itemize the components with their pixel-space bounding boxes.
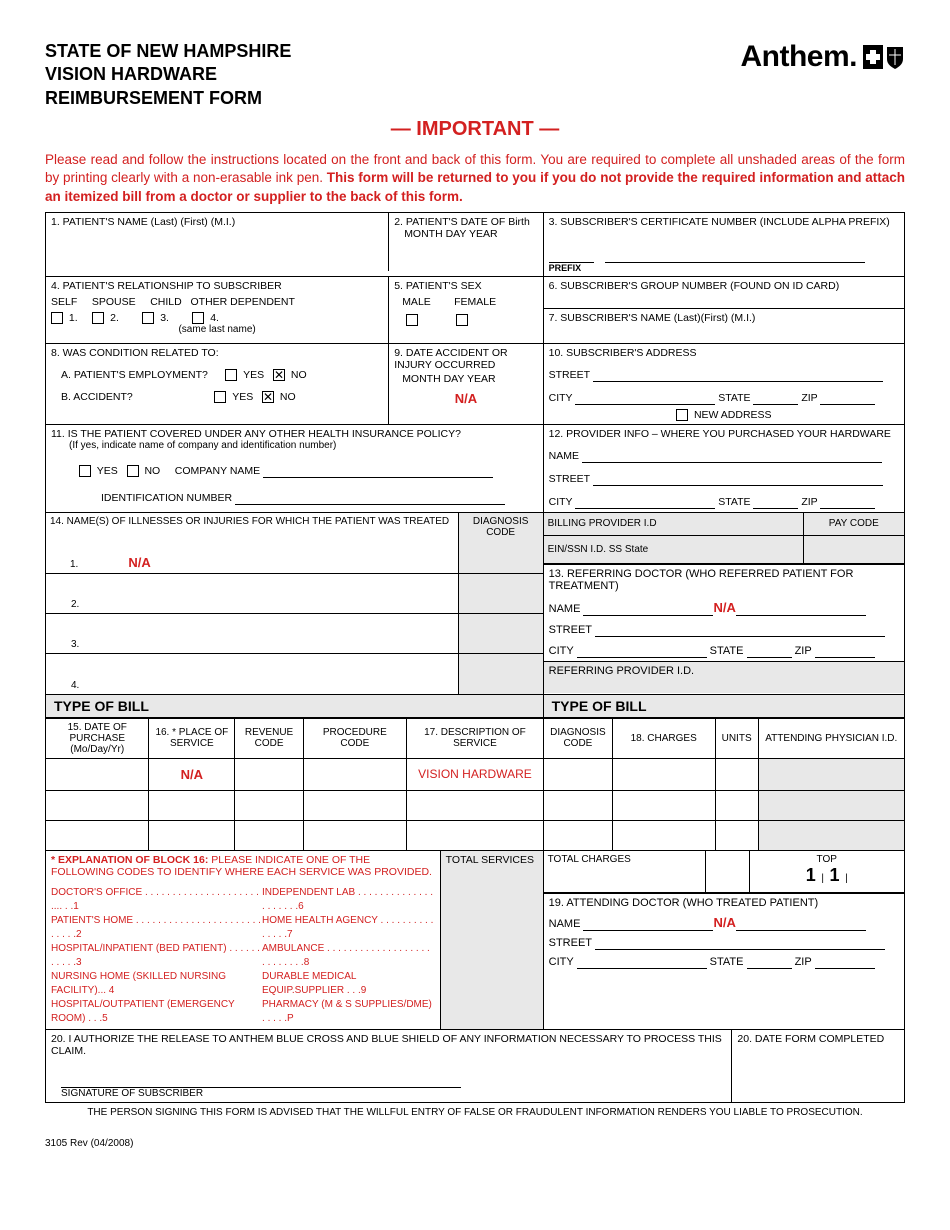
totals-attending: TOTAL CHARGES TOP 1 | 1 | 19. ATTENDING …: [544, 851, 904, 1029]
checkbox-emp-no[interactable]: [273, 369, 285, 381]
claims-row-1[interactable]: N/A VISION HARDWARE: [46, 758, 904, 790]
checkbox-new-address[interactable]: [676, 409, 688, 421]
checkbox-other[interactable]: [192, 312, 204, 324]
field-billing-referring[interactable]: BILLING PROVIDER I.D PAY CODE EIN/SSN I.…: [544, 513, 904, 694]
field-group-sub: 6. SUBSCRIBER'S GROUP NUMBER (FOUND ON I…: [544, 277, 904, 343]
type-of-bill-left: TYPE OF BILL: [46, 695, 544, 717]
checkbox-self[interactable]: [51, 312, 63, 324]
title-line1: STATE OF NEW HAMPSHIRE: [45, 40, 291, 63]
row-2: 4. PATIENT'S RELATIONSHIP TO SUBSCRIBER …: [46, 277, 904, 344]
claims-header-row: 15. DATE OF PURCHASE (Mo/Day/Yr) 16. * P…: [46, 718, 904, 758]
logo-icons: [863, 45, 905, 69]
field-date-completed[interactable]: 20. DATE FORM COMPLETED: [732, 1030, 904, 1102]
form-number: 3105 Rev (04/2008): [45, 1138, 905, 1149]
type-of-bill-right: TYPE OF BILL: [544, 695, 904, 717]
checkbox-ins-yes[interactable]: [79, 465, 91, 477]
checkbox-emp-yes[interactable]: [225, 369, 237, 381]
footer-note: THE PERSON SIGNING THIS FORM IS ADVISED …: [45, 1107, 905, 1118]
claims-table: 15. DATE OF PURCHASE (Mo/Day/Yr) 16. * P…: [46, 718, 904, 851]
form-title: STATE OF NEW HAMPSHIRE VISION HARDWARE R…: [45, 40, 291, 110]
field-dob[interactable]: 2. PATIENT'S DATE OF Birth MONTH DAY YEA…: [389, 213, 543, 276]
checkbox-female[interactable]: [456, 314, 468, 326]
field-other-insurance[interactable]: 11. IS THE PATIENT COVERED UNDER ANY OTH…: [46, 425, 544, 512]
row-authorize: 20. I AUTHORIZE THE RELEASE TO ANTHEM BL…: [46, 1030, 904, 1102]
title-line2: VISION HARDWARE: [45, 63, 291, 86]
row-4: 11. IS THE PATIENT COVERED UNDER ANY OTH…: [46, 425, 904, 513]
row-3: 8. WAS CONDITION RELATED TO: A. PATIENT'…: [46, 344, 904, 425]
codes-left: DOCTOR'S OFFICE . . . . . . . . . . . . …: [51, 886, 262, 1026]
field-condition[interactable]: 8. WAS CONDITION RELATED TO: A. PATIENT'…: [46, 344, 389, 424]
field-group-number[interactable]: 6. SUBSCRIBER'S GROUP NUMBER (FOUND ON I…: [544, 277, 904, 309]
field-illnesses[interactable]: 14. NAME(S) OF ILLNESSES OR INJURIES FOR…: [46, 513, 544, 694]
checkbox-acc-no[interactable]: [262, 391, 274, 403]
anthem-logo: Anthem.: [741, 40, 906, 74]
checkbox-acc-yes[interactable]: [214, 391, 226, 403]
field-provider-info[interactable]: 12. PROVIDER INFO – WHERE YOU PURCHASED …: [544, 425, 904, 512]
field-cert-number[interactable]: 3. SUBSCRIBER'S CERTIFICATE NUMBER (INCL…: [544, 213, 904, 276]
claims-row-3[interactable]: [46, 820, 904, 850]
checkbox-child[interactable]: [142, 312, 154, 324]
codes-right: INDEPENDENT LAB . . . . . . . . . . . . …: [262, 886, 435, 1026]
row-1: 1. PATIENT'S NAME (Last) (First) (M.I.) …: [46, 213, 904, 277]
header-row: STATE OF NEW HAMPSHIRE VISION HARDWARE R…: [45, 40, 905, 110]
shield-icon: [885, 45, 905, 69]
title-line3: REIMBURSEMENT FORM: [45, 87, 291, 110]
checkbox-spouse[interactable]: [92, 312, 104, 324]
field-patient-name[interactable]: 1. PATIENT'S NAME (Last) (First) (M.I.): [46, 213, 389, 271]
checkbox-male[interactable]: [406, 314, 418, 326]
form-grid: 1. PATIENT'S NAME (Last) (First) (M.I.) …: [45, 212, 905, 1103]
block16-totals-row: * EXPLANATION OF BLOCK 16: PLEASE INDICA…: [46, 851, 904, 1030]
type-of-bill-row: TYPE OF BILL TYPE OF BILL: [46, 694, 904, 718]
checkbox-ins-no[interactable]: [127, 465, 139, 477]
cross-icon: [863, 45, 883, 69]
field-accident-date[interactable]: 9. DATE ACCIDENT OR INJURY OCCURRED MONT…: [389, 344, 543, 424]
field-subscriber-name[interactable]: 7. SUBSCRIBER'S NAME (Last)(First) (M.I.…: [544, 309, 904, 343]
logo-text: Anthem.: [741, 40, 858, 74]
notice-text: Please read and follow the instructions …: [45, 151, 905, 206]
field-sex[interactable]: 5. PATIENT'S SEX MALE FEMALE: [389, 277, 543, 343]
important-heading: — IMPORTANT —: [45, 118, 905, 141]
claims-row-2[interactable]: [46, 790, 904, 820]
field-subscriber-address[interactable]: 10. SUBSCRIBER'S ADDRESS STREET CITY STA…: [544, 344, 904, 424]
field-relationship[interactable]: 4. PATIENT'S RELATIONSHIP TO SUBSCRIBER …: [46, 277, 389, 343]
row-5: 14. NAME(S) OF ILLNESSES OR INJURIES FOR…: [46, 513, 904, 694]
block16-explanation: * EXPLANATION OF BLOCK 16: PLEASE INDICA…: [46, 851, 441, 1029]
total-services: TOTAL SERVICES: [441, 851, 544, 1029]
field-authorize[interactable]: 20. I AUTHORIZE THE RELEASE TO ANTHEM BL…: [46, 1030, 732, 1102]
